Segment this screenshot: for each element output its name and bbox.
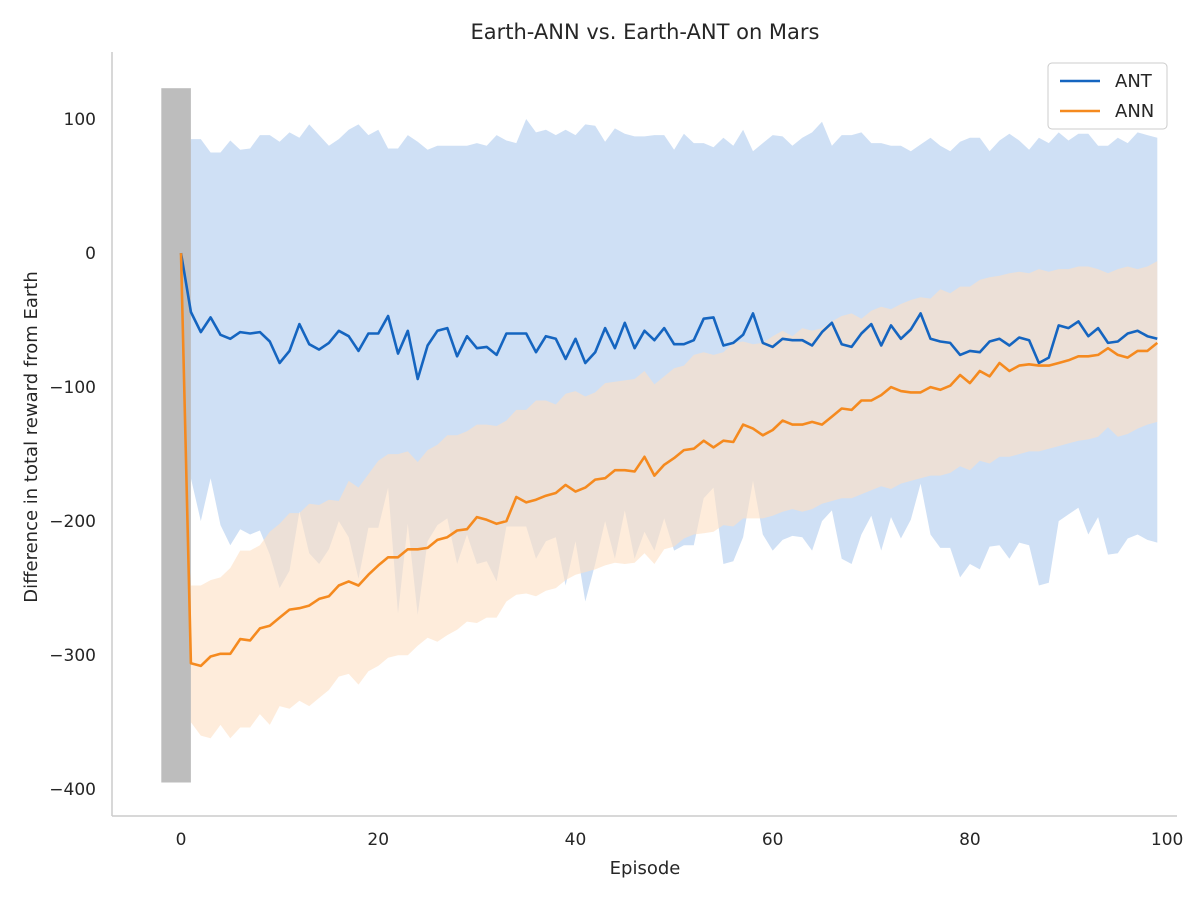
x-tick-label: 60 (762, 830, 784, 850)
legend-box (1047, 62, 1168, 130)
x-tick-label: 80 (959, 830, 981, 850)
series-line-ann (179, 253, 1159, 668)
y-tick-label: 100 (64, 110, 96, 130)
series-line-ant (179, 252, 1158, 381)
y-tick-label: −100 (49, 378, 96, 398)
legend: ANT ANN (1047, 62, 1168, 130)
y-tick-label: −400 (49, 780, 96, 800)
y-tick-label: −300 (49, 646, 96, 666)
x-axis-label: Episode (610, 858, 681, 879)
legend-label-ant: ANT (1115, 71, 1153, 92)
x-tick-label: 100 (1151, 830, 1183, 850)
band-ann (181, 253, 1158, 739)
chart-title: Earth-ANN vs. Earth-ANT on Mars (470, 20, 819, 44)
plot-area (161, 88, 1159, 783)
x-tick-label: 20 (367, 830, 389, 850)
x-tick-label: 0 (176, 830, 187, 850)
axes: 0 20 40 60 80 100 100 0 −100 −200 −300 −400 (49, 52, 1183, 850)
y-tick-label: 0 (85, 244, 96, 264)
y-tick-label: −200 (49, 512, 96, 532)
y-axis-label: Difference in total reward from Earth (21, 271, 42, 602)
x-tick-label: 40 (565, 830, 587, 850)
legend-label-ann: ANN (1115, 101, 1154, 122)
